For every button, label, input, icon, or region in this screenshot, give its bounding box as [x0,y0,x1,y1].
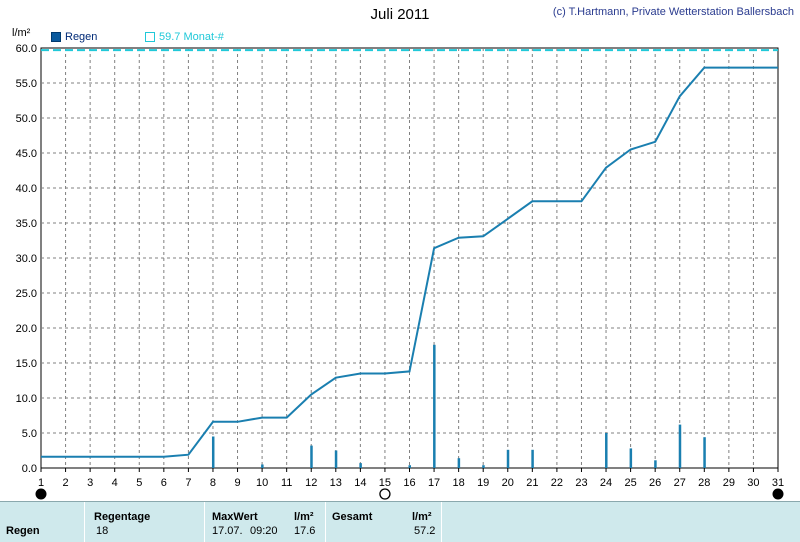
y-unit-label: l/m² [12,27,31,39]
y-tick-label: 40.0 [16,183,37,195]
maxwert-value: 17.6 [294,525,316,537]
rain-bar [359,463,362,468]
summary-divider [325,502,326,542]
summary-divider [441,502,442,542]
y-tick-label: 20.0 [16,323,37,335]
y-tick-label: 35.0 [16,218,37,230]
cumulative-rain-line [41,66,778,458]
x-tick-label: 9 [234,477,240,489]
copyright-text: (c) T.Hartmann, Private Wetterstation Ba… [552,6,794,18]
rain-bar [211,436,215,468]
rain-bar [433,344,436,468]
rain-bar [334,450,338,468]
rain-bar [482,465,485,468]
summary-divider [204,502,205,542]
x-tick-label: 15 [379,477,391,489]
legend-month: 59.7 Monat-# [145,31,224,43]
x-tick-label: 28 [698,477,710,489]
legend-month-label: 59.7 Monat-# [159,31,224,43]
x-tick-label: 30 [747,477,759,489]
x-tick-label: 26 [649,477,661,489]
x-tick-label: 3 [87,477,93,489]
x-tick-label: 17 [428,477,440,489]
gesamt-value: 57.2 [414,525,436,537]
maxwert-unit: l/m² [294,511,314,523]
rain-bar [703,437,706,468]
x-tick-label: 25 [624,477,636,489]
rain-bar [654,460,657,468]
y-tick-label: 30.0 [16,253,37,265]
x-tick-label: 20 [502,477,514,489]
summary-row-label: Regen [6,525,40,537]
rain-bar [457,458,461,468]
x-tick-label: 16 [403,477,415,489]
new-moon-icon [35,488,47,500]
new-moon-icon [772,488,784,500]
rain-bar [310,445,313,468]
x-tick-label: 7 [185,477,191,489]
legend-month-swatch [145,32,155,42]
maxwert-time: 09:20 [250,525,278,537]
legend-rain: Regen [51,31,97,43]
rain-bar [678,424,682,468]
rain-bar [408,465,411,468]
rain-bar [531,449,534,468]
y-tick-label: 5.0 [22,428,37,440]
summary-panel: Regen Regentage 18 MaxWert l/m² 17.07. 0… [0,501,800,542]
x-tick-label: 12 [305,477,317,489]
x-tick-label: 8 [210,477,216,489]
legend-rain-swatch [51,32,61,42]
rain-bar [605,433,608,468]
x-tick-label: 10 [256,477,268,489]
x-tick-label: 18 [453,477,465,489]
x-tick-label: 31 [772,477,784,489]
y-tick-label: 45.0 [16,148,37,160]
legend-rain-label: Regen [65,31,98,43]
x-tick-label: 29 [723,477,735,489]
regentage-value: 18 [96,525,109,537]
regentage-label: Regentage [94,511,151,523]
y-tick-label: 50.0 [16,113,37,125]
y-tick-label: 10.0 [16,393,37,405]
x-tick-label: 27 [674,477,686,489]
x-tick-label: 5 [136,477,142,489]
gesamt-unit: l/m² [412,511,432,523]
x-tick-label: 23 [575,477,587,489]
chart-title: Juli 2011 [370,6,430,23]
y-tick-label: 0.0 [22,463,37,475]
full-moon-icon [379,488,391,500]
gesamt-label: Gesamt [332,511,373,523]
x-tick-label: 14 [354,477,366,489]
chart-area: 0.0 5.0 10.0 15.0 20.0 25.0 30.0 35.0 40.0 45.0 50… [12,6,794,500]
x-tick-label: 6 [161,477,167,489]
y-tick-label: 55.0 [16,78,37,90]
x-tick-label: 13 [330,477,342,489]
x-tick-label: 2 [63,477,69,489]
x-tick-label: 1 [38,477,44,489]
rain-bar [261,464,264,468]
summary-divider [84,502,85,542]
x-tick-label: 21 [526,477,538,489]
x-tick-label: 22 [551,477,563,489]
rain-chart: 0.0 5.0 10.0 15.0 20.0 25.0 30.0 35.0 40.0 45.0 50… [16,43,784,500]
x-tick-label: 4 [112,477,118,489]
maxwert-label: MaxWert [212,511,258,523]
y-tick-label: 60.0 [16,43,37,55]
y-tick-label: 15.0 [16,358,37,370]
maxwert-date: 17.07. [212,525,243,537]
rain-bar [506,449,510,468]
rain-bar [629,448,633,468]
x-tick-label: 19 [477,477,489,489]
x-tick-label: 11 [281,477,292,489]
x-tick-label: 24 [600,477,612,489]
y-tick-label: 25.0 [16,288,37,300]
